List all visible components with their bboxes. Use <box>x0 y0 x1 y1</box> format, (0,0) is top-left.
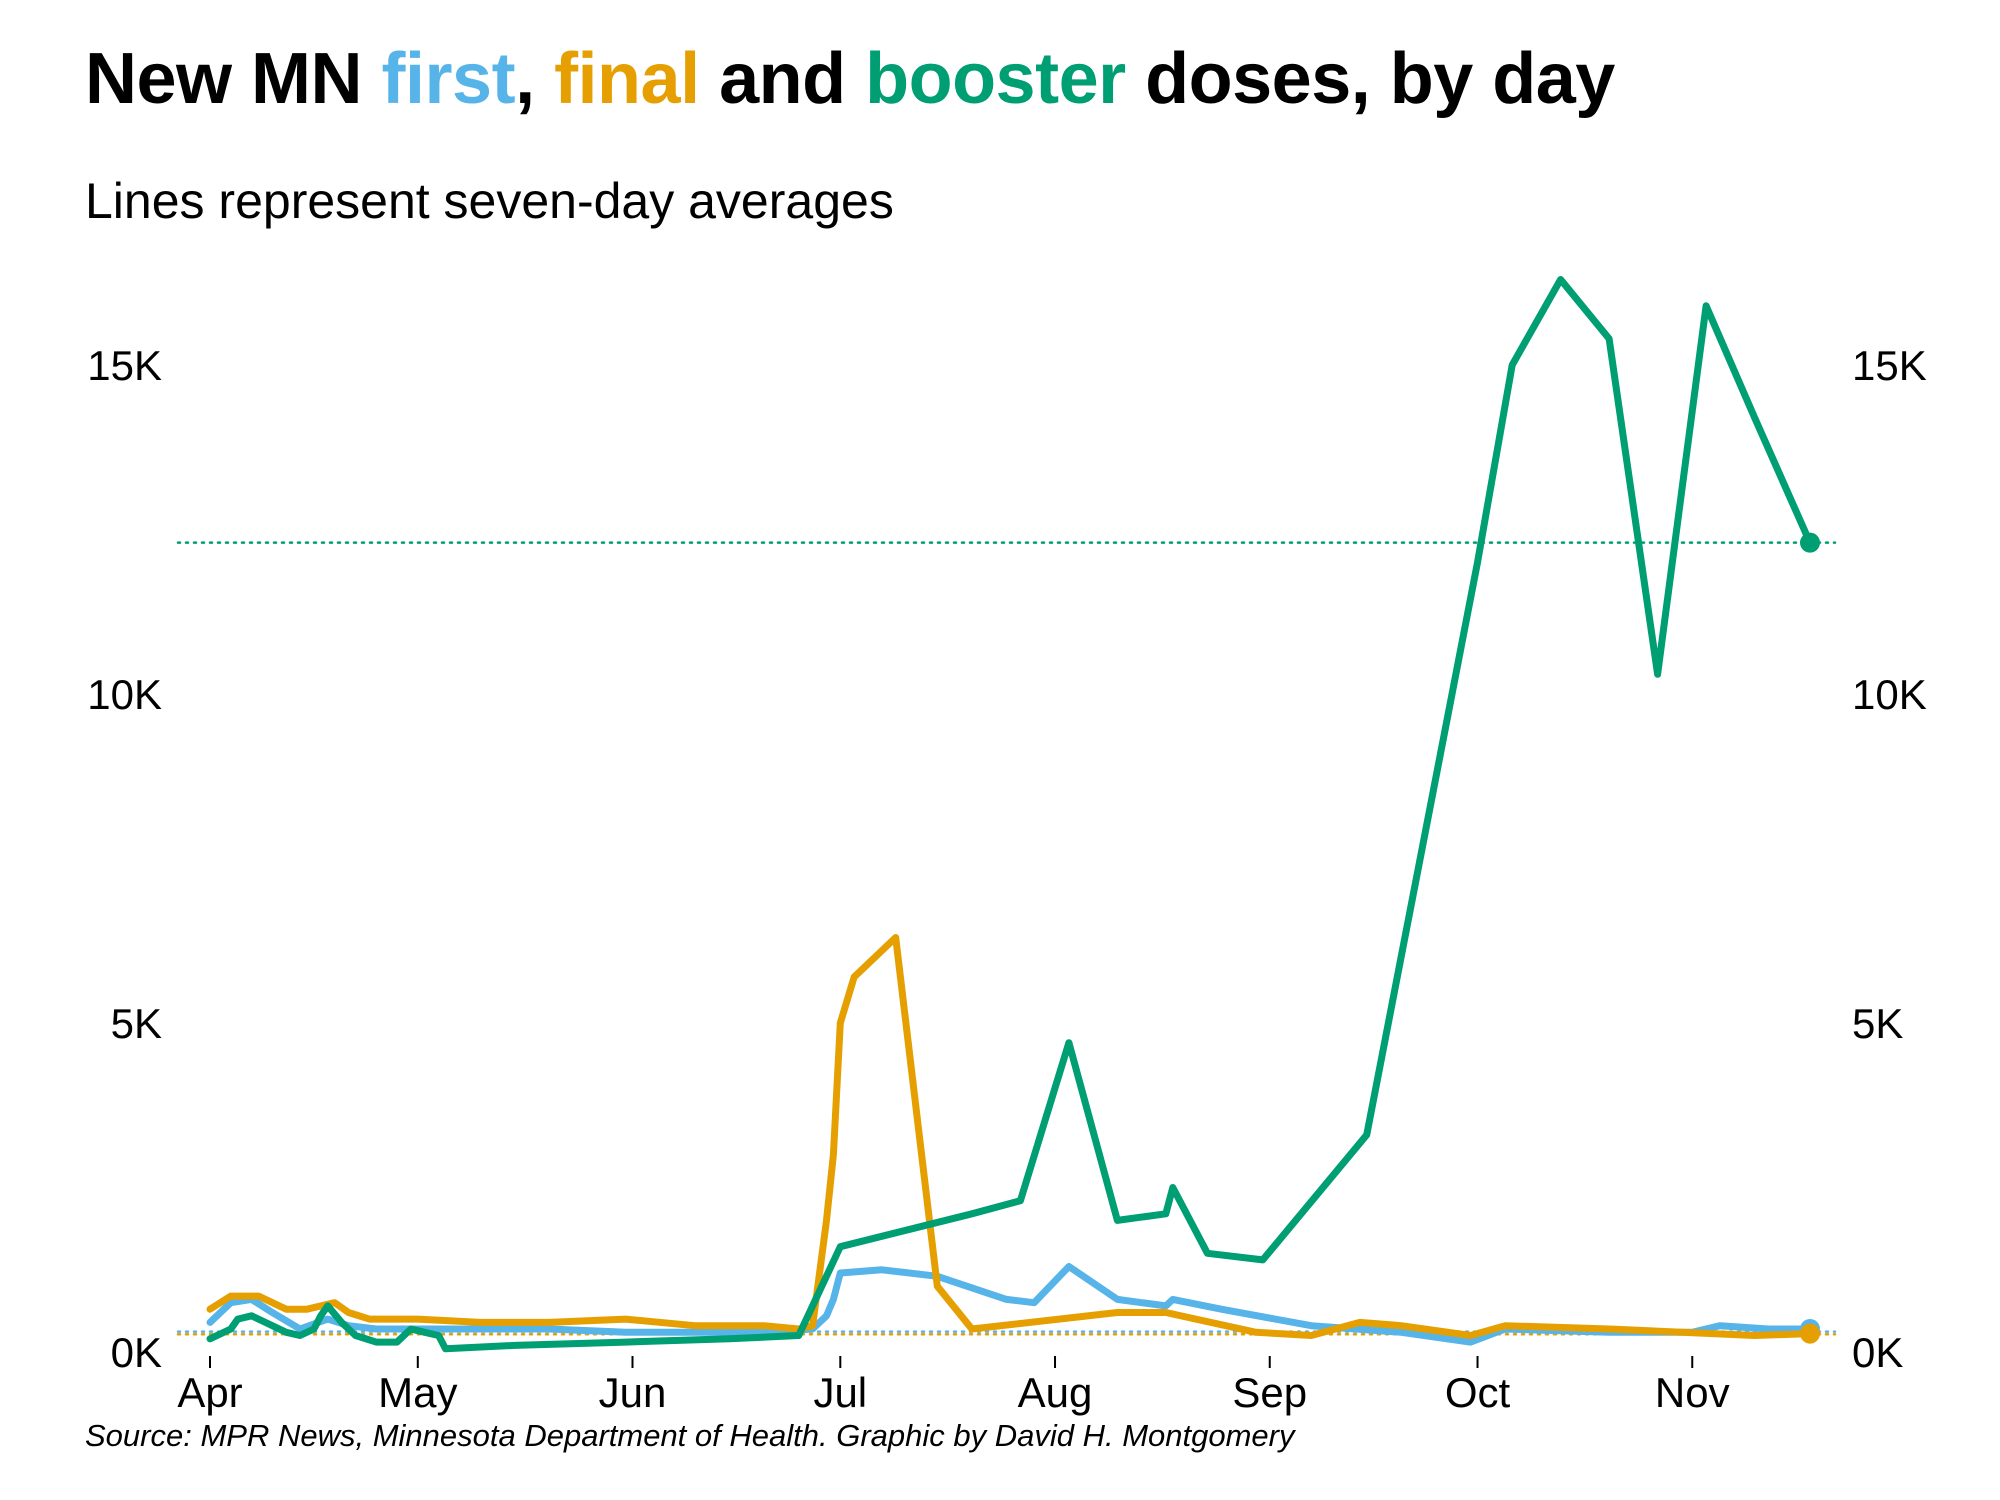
x-tick-label: Jun <box>599 1369 667 1416</box>
reference-lines <box>176 541 1837 1336</box>
final-end-point <box>1800 1323 1820 1344</box>
x-tick-label: Jul <box>813 1369 867 1416</box>
x-tick-label: May <box>378 1369 457 1416</box>
title-part: final <box>554 39 700 119</box>
series-lines <box>206 276 1814 1353</box>
y-tick-label-right: 0K <box>1852 1329 1903 1376</box>
x-axis: Apr May Jun Jul Aug Sep Oct Nov <box>177 1356 1730 1416</box>
x-tick-label: Nov <box>1655 1369 1730 1416</box>
booster-end-point <box>1800 532 1820 553</box>
y-tick-label-right: 10K <box>1852 671 1927 718</box>
title-part: doses, by day <box>1125 39 1615 119</box>
y-tick-label-right: 15K <box>1852 342 1927 389</box>
x-tick-label: Oct <box>1445 1369 1511 1416</box>
title-part: New MN <box>85 39 382 119</box>
y-tick-label-left: 0K <box>111 1329 162 1376</box>
title-part: and <box>699 39 866 119</box>
title-part: booster <box>865 39 1126 119</box>
source-note: Source: MPR News, Minnesota Department o… <box>85 1418 1295 1453</box>
end-point-markers <box>1800 532 1820 1344</box>
title-part: first <box>381 39 516 119</box>
y-axis-right: 0K 5K 10K 15K <box>1852 342 1927 1376</box>
x-tick-label: Aug <box>1018 1369 1093 1416</box>
chart-subtitle: Lines represent seven-day averages <box>85 173 894 229</box>
y-tick-label-right: 5K <box>1852 1000 1903 1047</box>
y-axis-left: 0K 5K 10K 15K <box>87 342 162 1376</box>
x-tick-label: Apr <box>177 1369 242 1416</box>
title-part: , <box>515 39 555 119</box>
final-series-line <box>206 934 1814 1339</box>
y-tick-label-left: 15K <box>87 342 162 389</box>
x-tick-label: Sep <box>1232 1369 1307 1416</box>
chart-title: New MN first, final and booster doses, b… <box>85 38 1615 120</box>
y-tick-label-left: 5K <box>111 1000 162 1047</box>
y-tick-label-left: 10K <box>87 671 162 718</box>
booster-series-line <box>206 276 1814 1353</box>
